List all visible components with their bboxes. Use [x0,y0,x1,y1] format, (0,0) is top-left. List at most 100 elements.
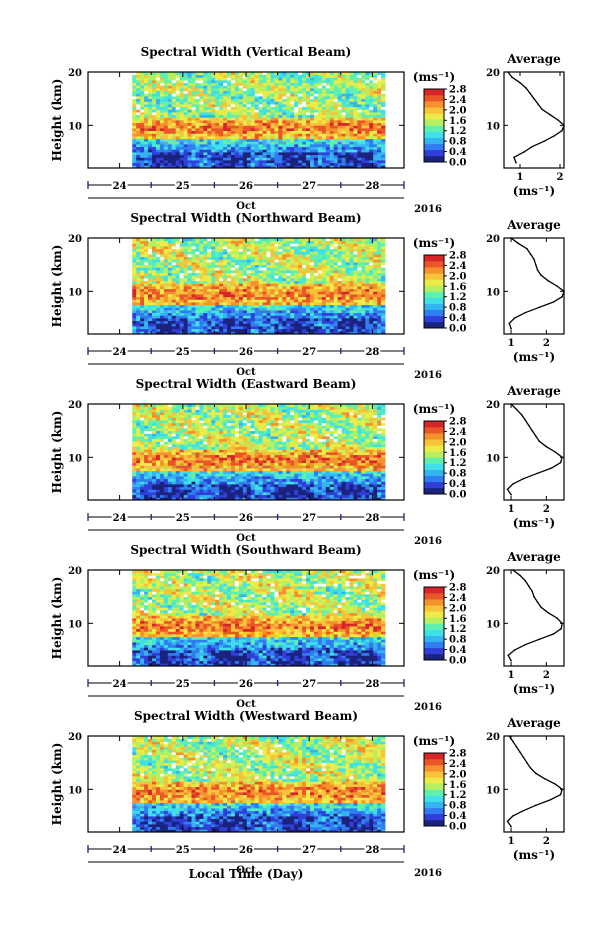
heatmap-cell [337,296,342,300]
heatmap-cell [258,256,263,260]
heatmap-cell [298,117,303,121]
heatmap-cell [171,275,177,279]
heatmap-cell [357,288,362,292]
heatmap-cell [278,80,283,84]
heatmap-cell [321,320,327,324]
heatmap-cell [136,256,141,260]
heatmap-cell [333,256,339,260]
heatmap-cell [179,259,184,263]
heatmap-cell [290,165,295,169]
heatmap-cell [349,294,354,298]
heatmap-cell [151,138,157,142]
heatmap-cell [254,302,260,306]
heatmap-cell [199,492,204,496]
heatmap-cell [211,331,216,335]
heatmap-cell [136,104,141,108]
heatmap-cell [179,240,184,244]
heatmap-cell [207,291,212,295]
heatmap-cell [266,146,271,150]
heatmap-cell [230,492,236,496]
heatmap-cell [187,128,192,132]
heatmap-cell [183,72,188,76]
heatmap-cell [302,278,307,282]
heatmap-cell [223,80,228,84]
heatmap-cell [144,77,149,81]
heatmap-cell [298,280,303,284]
heatmap-cell [270,141,275,145]
heatmap-cell [369,256,374,260]
heatmap-cell [278,112,283,116]
colorbar-swatch [424,291,444,298]
heatmap-cell [159,310,165,314]
heatmap-cell [278,283,283,287]
heatmap-cell [369,112,374,116]
heatmap-cell [262,154,267,158]
heatmap-cell [369,138,374,142]
heatmap-cell [211,307,216,311]
heatmap-cell [187,307,192,311]
heatmap-cell [151,80,157,84]
heatmap-cell [223,144,228,148]
heatmap-cell [183,299,188,303]
heatmap-cell [179,246,184,250]
heatmap-cell [298,88,303,92]
heatmap-cell [199,101,204,105]
heatmap-cell [195,299,200,303]
heatmap-cell [207,152,212,156]
heatmap-cell [333,122,339,126]
heatmap-cell [207,304,212,308]
heatmap-cell [254,93,260,97]
heatmap-cell [333,72,339,76]
heatmap-cell [309,82,315,86]
heatmap-cell [274,331,279,335]
heatmap-cell [337,326,342,330]
heatmap-cell [250,320,256,324]
heatmap-cell [151,125,157,129]
heatmap-cell [250,248,256,252]
heatmap-cell [140,283,145,287]
heatmap-cell [140,497,145,501]
heatmap-cell [325,128,331,132]
heatmap-cell [349,136,354,140]
heatmap-cell [377,299,382,303]
heatmap-cell [159,267,165,271]
heatmap-cell [373,494,378,498]
heatmap-cell [155,162,161,166]
heatmap-cell [159,114,165,118]
heatmap-cell [211,82,216,86]
heatmap-cell [341,278,346,282]
heatmap-cell [294,288,299,292]
heatmap-cell [136,326,141,330]
heatmap-cell [175,130,181,134]
heatmap-cell [325,275,331,279]
heatmap-cell [223,120,228,124]
heatmap-cell [302,256,307,260]
heatmap-cell [298,256,303,260]
heatmap-cell [199,264,204,268]
heatmap-cell [290,275,295,279]
heatmap-cell [373,133,378,137]
heatmap-cell [349,122,354,126]
heatmap-cell [238,130,244,134]
heatmap-cell [321,165,327,169]
heatmap-cell [313,162,319,166]
heatmap-cell [373,82,378,86]
heatmap-cell [365,270,370,274]
heatmap-cell [341,138,346,142]
heatmap-cell [207,315,212,319]
heatmap-cell [140,272,145,276]
heatmap-cell [270,320,275,324]
heatmap-cell [325,114,331,118]
heatmap-cell [175,136,181,140]
heatmap-cell [234,120,240,124]
heatmap-cell [262,136,267,140]
heatmap-cell [238,286,244,290]
heatmap-cell [203,302,208,306]
heatmap-cell [159,272,165,276]
heatmap-cell [266,312,271,316]
heatmap-cell [341,497,346,501]
heatmap-cell [381,494,386,498]
heatmap-cell [361,299,366,303]
heatmap-cell [317,264,323,268]
heatmap-cell [333,77,339,81]
